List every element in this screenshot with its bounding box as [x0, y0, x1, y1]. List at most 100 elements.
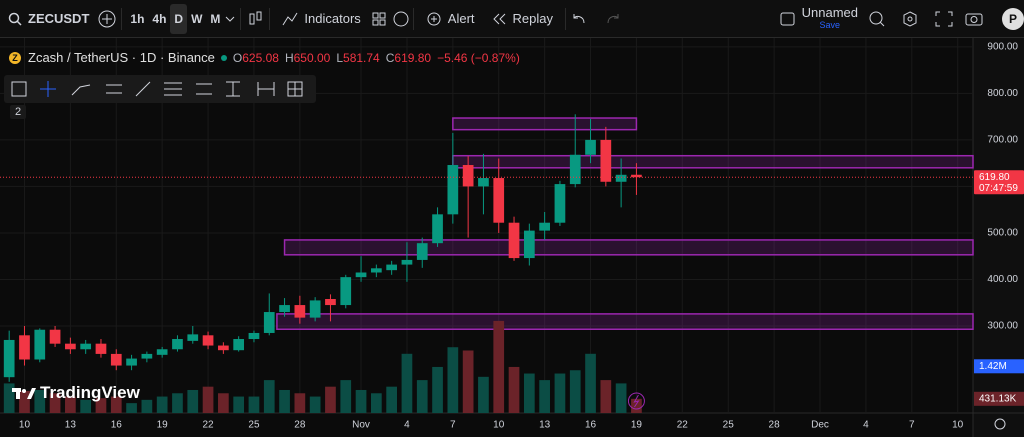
interval[interactable]: 4h [152, 11, 167, 26]
logo-mark [12, 388, 36, 399]
price-countdown: 07:47:59 [979, 183, 1018, 194]
x-tick-label: 28 [769, 420, 781, 431]
volume-bar [141, 399, 153, 413]
undo-redo-icons[interactable] [570, 9, 626, 29]
candle-body [554, 184, 566, 223]
y-tick-label: 700.00 [987, 135, 1018, 146]
layout-icon [780, 12, 795, 25]
candle-body [187, 334, 199, 341]
volume-bar [478, 376, 489, 413]
replay-label: Replay [512, 11, 553, 26]
alert-button[interactable]: Alert [418, 4, 483, 34]
x-tick-label: 19 [157, 420, 169, 431]
indicators-button[interactable]: Indicators [274, 4, 368, 34]
drawing-count[interactable]: 2 [10, 105, 27, 119]
chevron[interactable] [224, 14, 236, 24]
indicators-icon [282, 12, 298, 25]
candle-body [294, 305, 306, 318]
x-tick-label: 25 [248, 420, 260, 431]
x-tick-label: Dec [811, 420, 829, 431]
y-tick-label: 800.00 [987, 88, 1018, 99]
x-tick-label: 10 [493, 420, 505, 431]
separator [121, 7, 123, 30]
candle-body [218, 345, 229, 351]
legend-value: 625.08 [242, 50, 279, 65]
replay-icon [492, 13, 505, 24]
candle-body [80, 343, 92, 350]
x-tick-label: 28 [294, 420, 306, 431]
legend-value: 619.80 [394, 50, 432, 65]
volume-bar [325, 386, 336, 413]
layout: Unnamed Save [802, 6, 858, 31]
candle-body [110, 353, 122, 366]
legend-close: C619.80 [386, 51, 431, 65]
volume-bar [462, 350, 474, 413]
replay-button[interactable]: Replay [483, 4, 561, 34]
volume-bar [447, 347, 459, 413]
candle-body [95, 343, 107, 354]
separator [269, 7, 271, 30]
lightning-ring [627, 392, 645, 410]
candle-body [355, 272, 367, 278]
volume-bar [19, 390, 30, 413]
legend-low: L581.74 [336, 51, 379, 65]
volume-bar [340, 380, 352, 413]
zone [283, 239, 974, 256]
legend-label: O [232, 50, 243, 65]
interval[interactable]: D [170, 3, 188, 34]
indicators-label: Indicators [304, 11, 361, 26]
x-tick-label: 16 [585, 420, 597, 431]
candle-body [34, 329, 46, 360]
legend-open: O625.08 [233, 51, 279, 65]
layout-status: Save [819, 19, 841, 30]
candle-body [386, 264, 398, 271]
compare-icon[interactable] [97, 9, 117, 29]
volume-bar [386, 386, 398, 413]
legend-change: −5.46 (−0.87%) [437, 50, 520, 65]
zone [452, 117, 638, 131]
drawing-tools[interactable] [10, 79, 310, 99]
legend-label: L [336, 50, 344, 65]
candle-body [478, 178, 489, 187]
templates-icons[interactable] [369, 9, 409, 29]
top-toolbar: ZECUSDT 1h 4h D W M Indicators Alert Rep… [0, 0, 1024, 38]
volume-bar [416, 380, 428, 413]
alert-icon [427, 12, 441, 25]
x-tick-label: 10 [19, 420, 31, 431]
x-tick-label: 7 [909, 420, 915, 431]
symbol-search[interactable]: ZECUSDT [0, 4, 97, 34]
volume-tag [974, 391, 1024, 406]
interval[interactable]: M [210, 11, 221, 26]
candle-body [279, 305, 290, 313]
candle-body [416, 243, 428, 260]
candle-body [401, 259, 413, 265]
zone [276, 313, 974, 331]
alert-label: Alert [447, 11, 475, 26]
layout-button[interactable]: Unnamed Save [772, 4, 866, 34]
x-tick-label: 16 [111, 420, 123, 431]
avatar[interactable]: P [1002, 7, 1024, 30]
volume-bar [631, 398, 642, 413]
volume-bar [187, 389, 199, 413]
candle-body [325, 299, 336, 306]
volume-bar [523, 373, 535, 413]
search-icon [8, 12, 22, 26]
volume-bar [600, 380, 612, 413]
chart-type-icon[interactable] [245, 9, 265, 29]
candle-body [309, 300, 321, 318]
volume-bar [615, 383, 627, 413]
volume-bar [569, 370, 581, 413]
y-tick-label: 300.00 [987, 321, 1018, 332]
symbol: ZECUSDT [28, 11, 90, 26]
separator [240, 7, 242, 30]
y-tick-label: 400.00 [987, 274, 1018, 285]
volume-bar [80, 399, 92, 413]
right-icons[interactable] [866, 9, 996, 29]
interval[interactable]: W [191, 11, 203, 26]
interval[interactable]: 1h [130, 11, 145, 26]
candle-body [539, 222, 550, 231]
candle-body [19, 335, 30, 360]
candle-body [631, 174, 642, 178]
settings-gear[interactable] [994, 418, 1006, 430]
